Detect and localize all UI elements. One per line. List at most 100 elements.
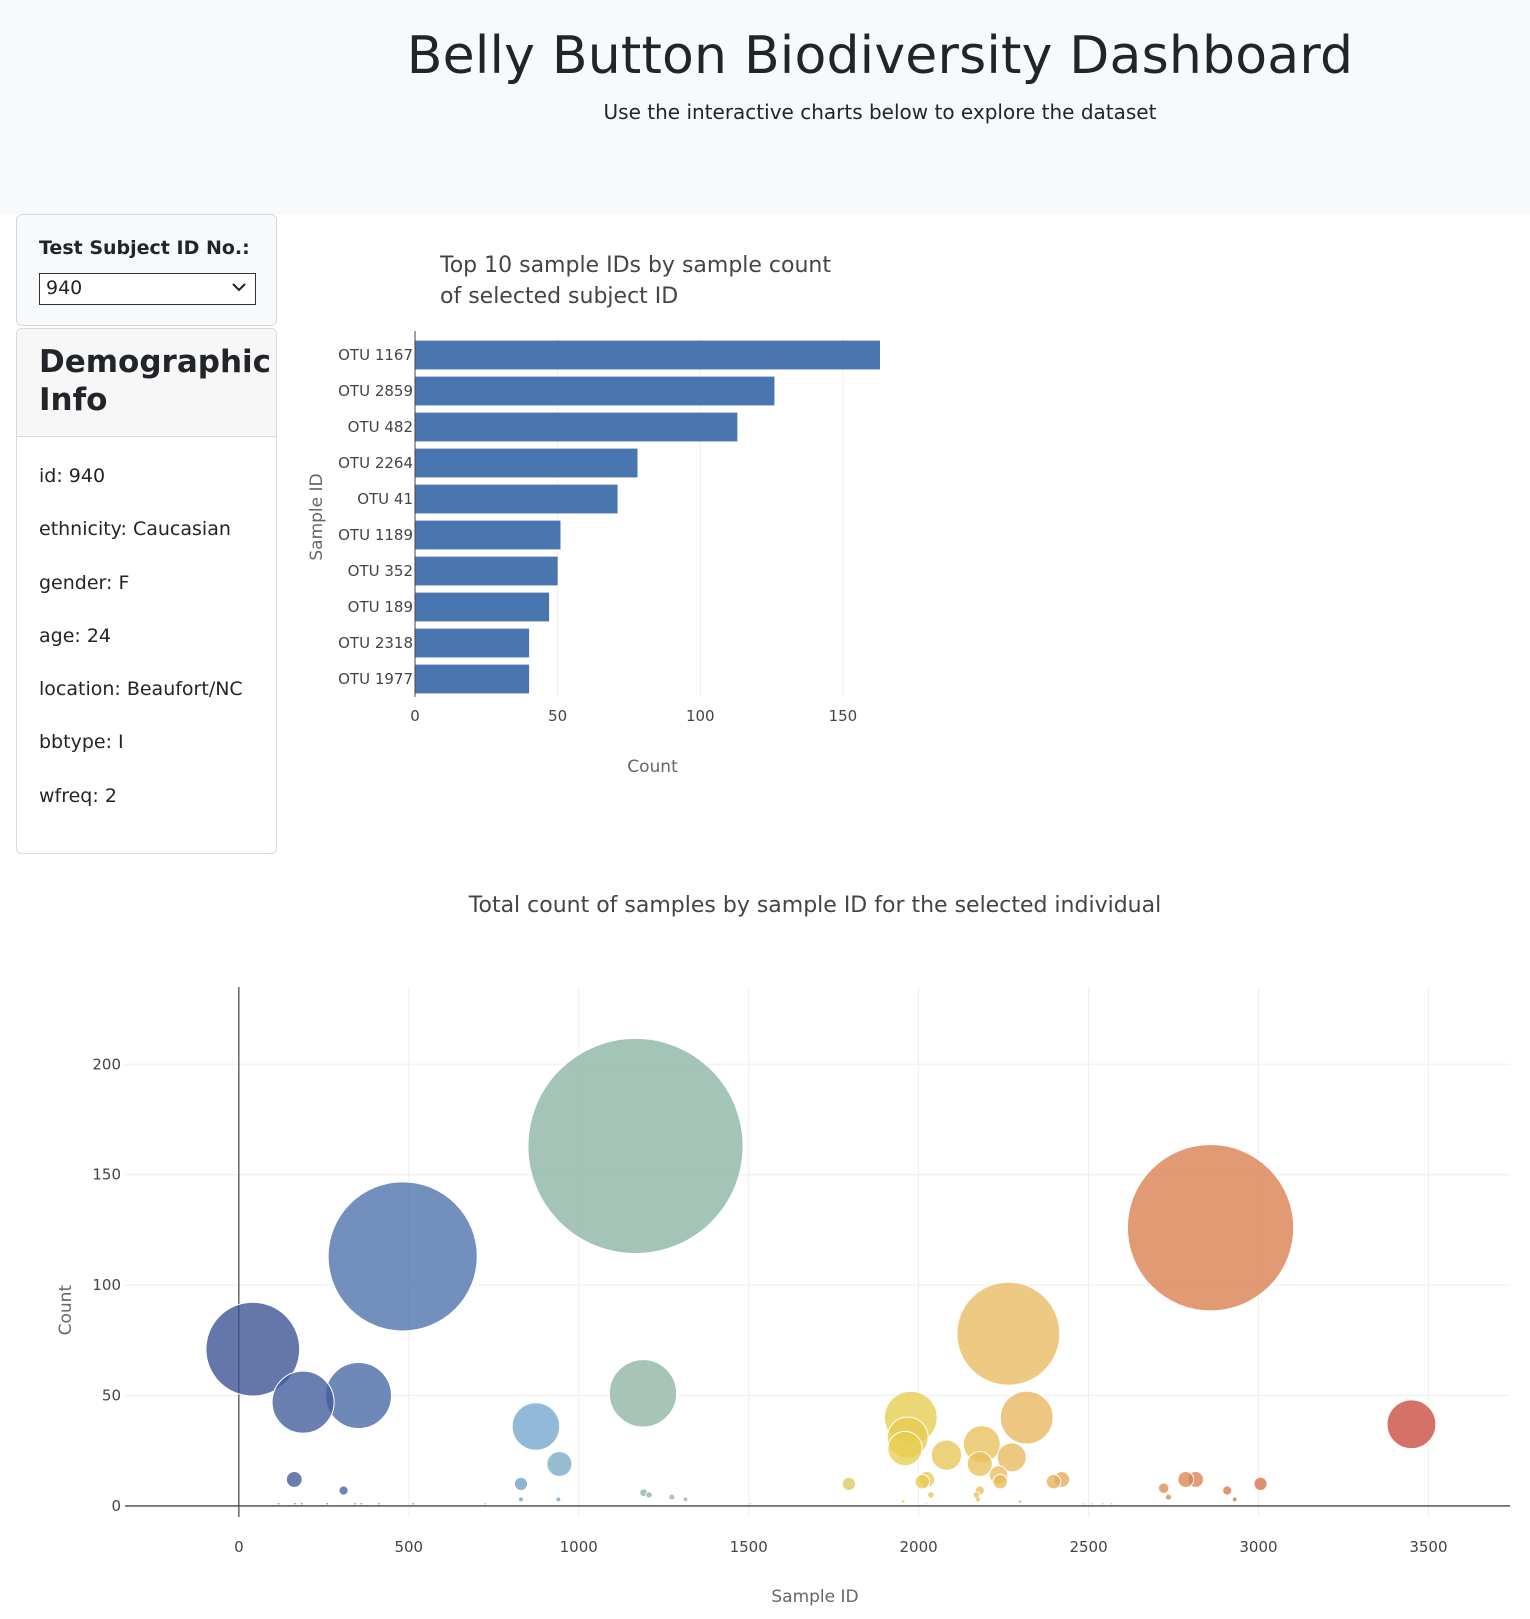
bubble-x-tick-label: 0	[234, 1538, 244, 1556]
bar-otu-189	[415, 592, 550, 622]
subject-selector-label: Test Subject ID No.:	[39, 237, 250, 259]
bar-y-tick-label: OTU 1167	[338, 346, 413, 364]
demographic-item: id: 940	[39, 465, 106, 487]
bubble-point	[1126, 1144, 1295, 1312]
bubble-point	[378, 1502, 380, 1505]
chevron-down-icon	[232, 283, 246, 292]
bubble-y-tick-label: 100	[92, 1276, 121, 1294]
subject-id-select[interactable]: 940	[39, 273, 256, 305]
bubble-point	[914, 1473, 931, 1490]
bubble-point	[294, 1502, 296, 1505]
bubble-y-tick-label: 150	[92, 1166, 121, 1184]
bubble-point	[360, 1502, 363, 1505]
bubble-y-tick-label: 50	[102, 1387, 121, 1405]
bubble-point	[683, 1497, 688, 1502]
bubble-x-tick-label: 1500	[730, 1538, 768, 1556]
bubble-point	[996, 1442, 1027, 1473]
bubble-point	[992, 1473, 1008, 1490]
demographic-info-title: Demographic Info	[39, 344, 272, 418]
bubble-point	[527, 1037, 744, 1255]
bubble-point	[327, 1181, 478, 1332]
bubble-point	[412, 1502, 415, 1505]
bubble-point	[271, 1370, 335, 1434]
bubble-point	[1110, 1502, 1113, 1505]
top10-bar-chart[interactable]: Top 10 sample IDs by sample count of sele…	[300, 240, 920, 790]
bubble-point	[930, 1439, 963, 1471]
bar-y-tick-label: OTU 189	[348, 598, 413, 616]
bubble-point	[999, 1390, 1054, 1445]
bubble-point	[1045, 1473, 1062, 1490]
bar-y-axis-title: Sample ID	[307, 473, 327, 560]
bar-y-tick-label: OTU 1977	[338, 670, 413, 688]
header-banner: Belly Button Biodiversity Dashboard Use …	[0, 0, 1530, 214]
bubble-point	[976, 1497, 981, 1502]
bubble-point	[1232, 1497, 1237, 1502]
bubble-point	[546, 1450, 573, 1478]
bar-otu-482	[415, 412, 738, 442]
bar-y-tick-label: OTU 1189	[338, 526, 413, 544]
demographic-item: bbtype: I	[39, 731, 124, 754]
demographic-info-panel: Demographic Info id: 940 ethnicity: Cauca…	[16, 328, 277, 854]
bubble-point	[749, 1502, 752, 1505]
page-subtitle: Use the interactive charts below to expl…	[603, 100, 1157, 124]
bubble-point	[956, 1281, 1061, 1386]
bubble-point	[338, 1485, 349, 1496]
bar-otu-1189	[415, 520, 561, 550]
bubble-point	[484, 1502, 487, 1505]
bubble-point	[354, 1502, 356, 1505]
bar-otu-2859	[415, 376, 775, 406]
demographic-item: ethnicity: Caucasian	[39, 518, 231, 541]
bubble-point	[513, 1476, 529, 1491]
bubble-point	[1091, 1502, 1093, 1505]
bubble-y-axis-title: Count	[56, 1285, 76, 1336]
bar-y-tick-label: OTU 2264	[338, 454, 413, 472]
bar-otu-352	[415, 556, 558, 586]
bar-otu-1977	[415, 664, 530, 694]
demographic-item: wfreq: 2	[39, 784, 117, 807]
bubble-point	[925, 1502, 927, 1505]
bubble-point	[966, 1450, 993, 1478]
bubble-point	[927, 1491, 935, 1499]
bar-chart-title: of selected subject ID	[440, 284, 678, 309]
bubble-point	[1165, 1494, 1172, 1500]
bubble-point	[887, 1430, 923, 1467]
bubble-x-axis-title: Sample ID	[771, 1587, 858, 1607]
bubble-point	[669, 1494, 675, 1500]
sample-bubble-chart[interactable]: Total count of samples by sample ID for …	[0, 880, 1530, 1619]
bubble-point	[285, 1471, 303, 1488]
bubble-y-tick-label: 200	[92, 1055, 121, 1073]
bar-x-tick-label: 150	[829, 707, 858, 725]
subject-selector-panel: Test Subject ID No.: 940	[16, 214, 277, 326]
bubble-x-tick-label: 1000	[560, 1538, 598, 1556]
bar-x-axis-title: Count	[627, 757, 678, 777]
bubble-point	[1102, 1502, 1104, 1505]
bar-x-tick-label: 50	[548, 707, 567, 725]
demographic-item: location: Beaufort/NC	[39, 678, 243, 701]
bar-x-tick-label: 0	[410, 707, 420, 725]
bar-chart-title: Top 10 sample IDs by sample count	[439, 253, 831, 278]
bubble-x-tick-label: 3000	[1239, 1538, 1277, 1556]
bar-y-tick-label: OTU 41	[357, 490, 413, 508]
bubble-x-tick-label: 2000	[900, 1538, 938, 1556]
bubble-point	[1018, 1500, 1022, 1503]
bar-otu-2264	[415, 448, 638, 478]
bubble-point	[300, 1502, 303, 1505]
page-title: Belly Button Biodiversity Dashboard	[406, 26, 1354, 86]
bubble-point	[518, 1497, 523, 1502]
bubble-chart-title: Total count of samples by sample ID for …	[468, 893, 1161, 918]
demographic-info-header: Demographic Info	[17, 329, 276, 437]
bubble-point	[205, 1301, 301, 1397]
bar-otu-41	[415, 484, 618, 514]
bubble-x-tick-label: 3500	[1409, 1538, 1447, 1556]
bubble-point	[901, 1500, 905, 1503]
bubble-point	[1386, 1399, 1437, 1450]
bubble-y-tick-label: 0	[111, 1497, 121, 1515]
bar-y-tick-label: OTU 2859	[338, 382, 413, 400]
bubble-point	[1082, 1502, 1085, 1505]
bubble-point	[645, 1491, 653, 1499]
bubble-point	[556, 1497, 561, 1502]
bubble-point	[324, 1362, 392, 1430]
bubble-x-tick-label: 2500	[1069, 1538, 1107, 1556]
bar-x-tick-label: 100	[686, 707, 715, 725]
bubble-point	[608, 1359, 678, 1428]
